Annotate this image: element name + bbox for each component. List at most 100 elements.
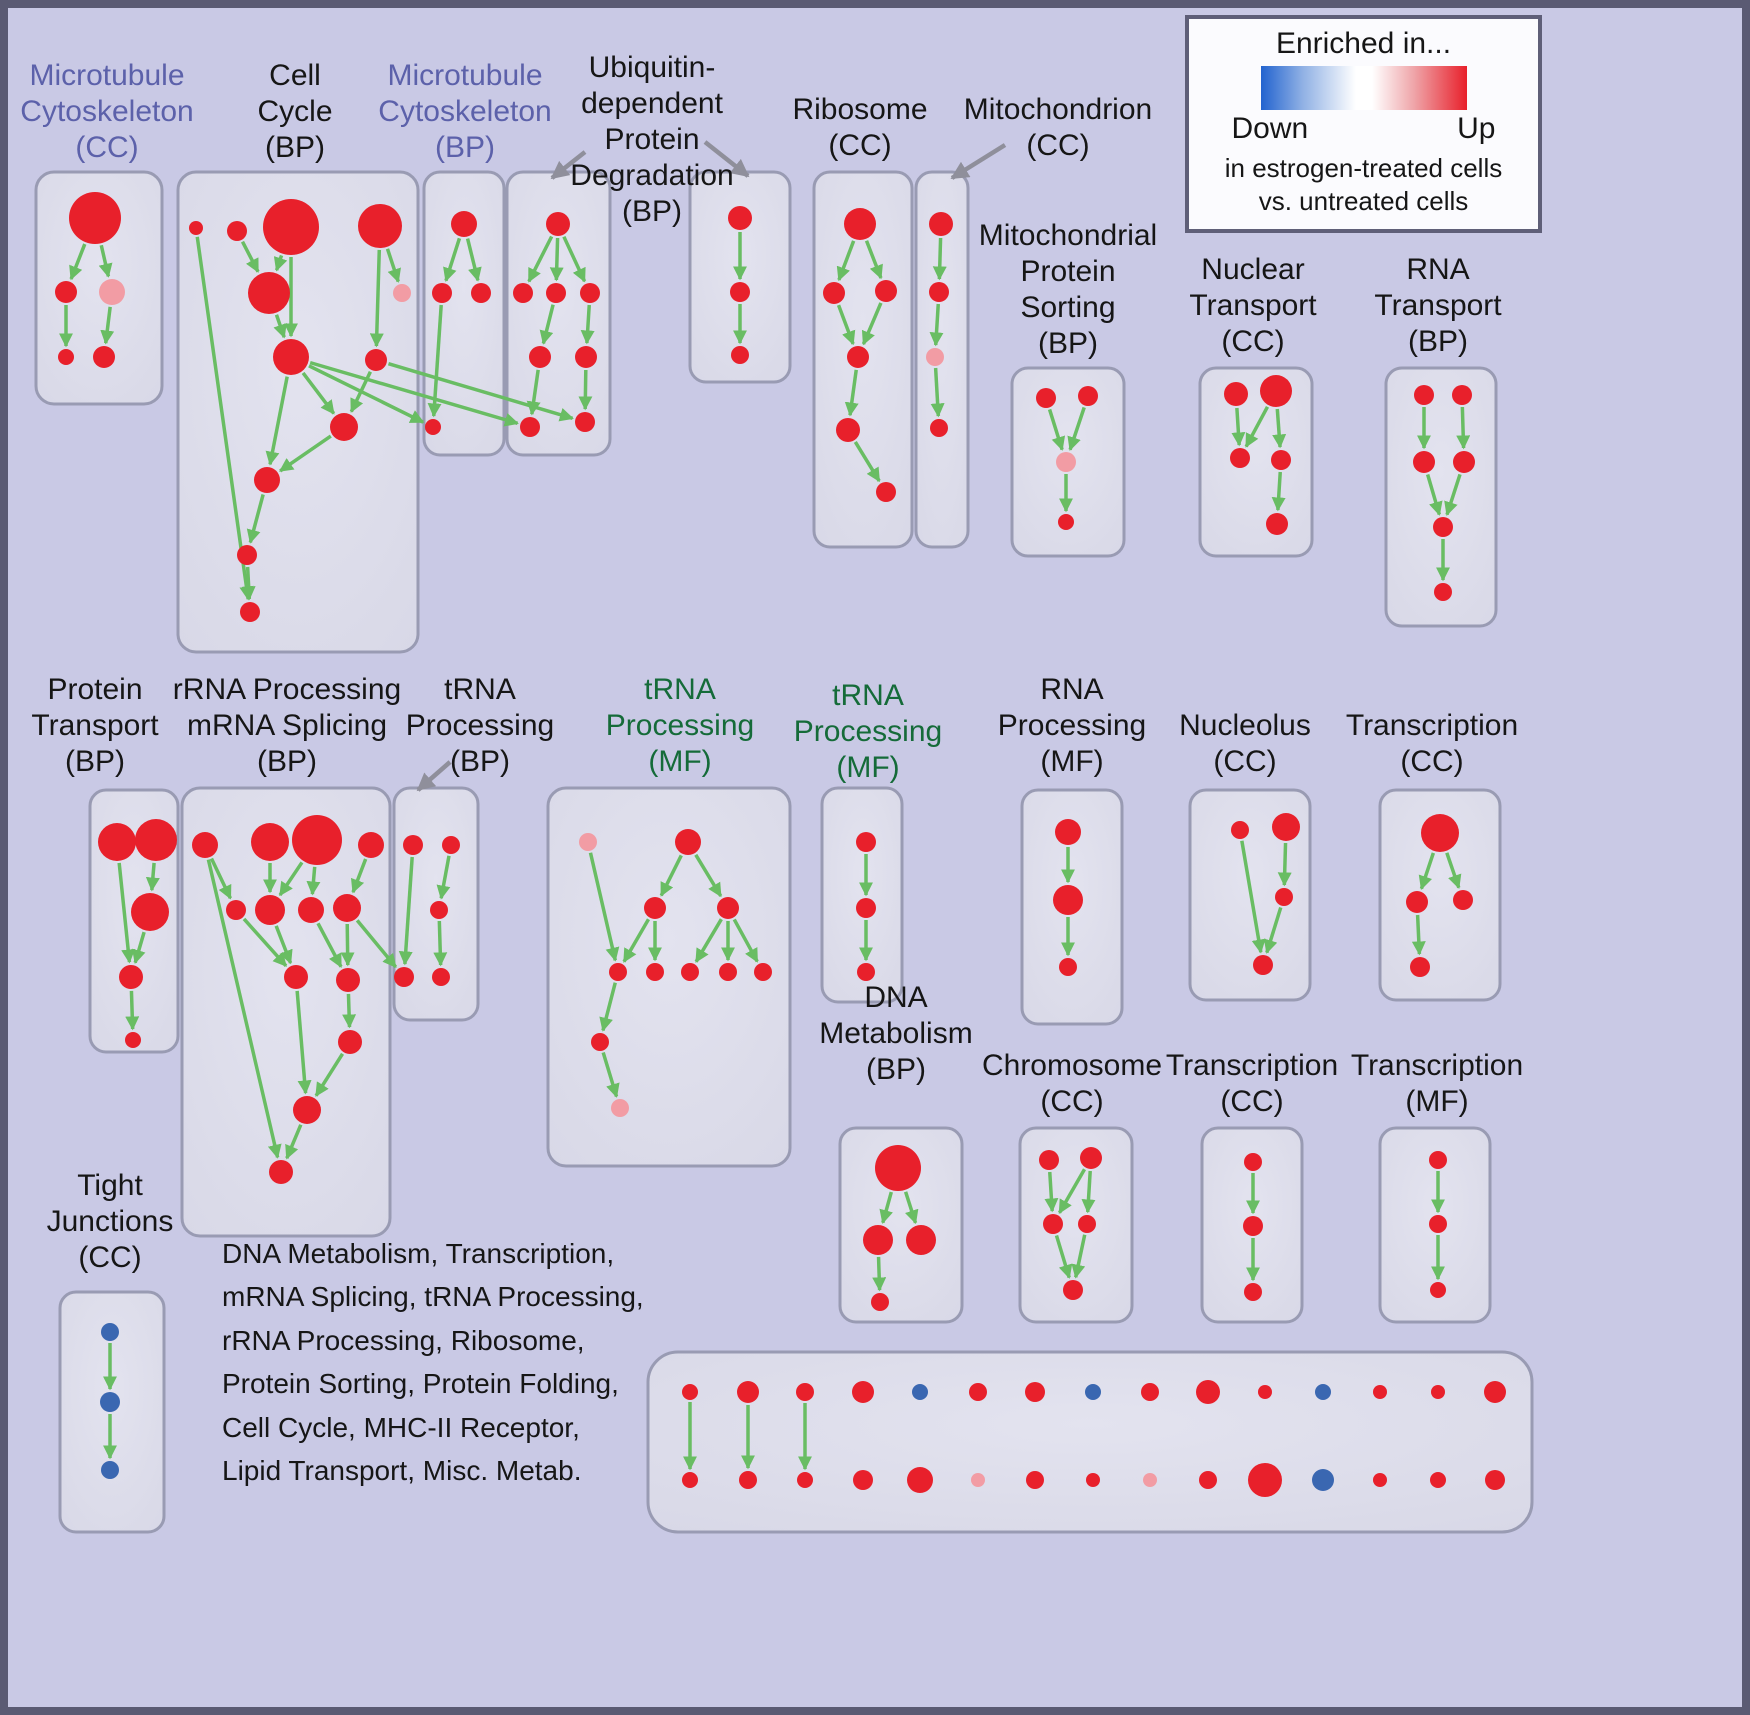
edges-layer (59, 232, 1471, 1471)
go-node-red (192, 832, 218, 858)
nodes-layer (55, 192, 1506, 1497)
edge-arrow (443, 237, 462, 282)
go-node-red (1271, 450, 1291, 470)
edge-arrow (1067, 406, 1086, 451)
go-node-red (1078, 386, 1098, 406)
cluster-box-rna-transport-bp (1384, 366, 1498, 628)
edge-arrow (273, 254, 288, 272)
go-node-red (644, 897, 666, 919)
go-node-red (273, 339, 309, 375)
go-node-red (1373, 1473, 1387, 1487)
edge-arrow (355, 919, 398, 969)
edge-arrow (853, 441, 881, 483)
edge-arrow (580, 304, 595, 345)
cluster-box-mixed-terms-strip (646, 1350, 1534, 1534)
go-node-red (1059, 958, 1077, 976)
go-node-red (1080, 1147, 1102, 1169)
go-node-red (365, 349, 387, 371)
go-node-red (529, 346, 551, 368)
go-node-red (906, 1225, 936, 1255)
edge-arrow (864, 240, 883, 280)
go-node-red (856, 898, 876, 918)
edge-arrow (385, 248, 401, 283)
go-node-red (1058, 514, 1074, 530)
go-node-red (609, 963, 627, 981)
go-node-red (338, 1030, 362, 1054)
edge-arrow (930, 367, 945, 418)
go-node-red (58, 349, 74, 365)
legend-scale-labels: Down Up (1232, 112, 1496, 146)
legend-title: Enriched in... (1275, 27, 1452, 60)
go-node-red (863, 1225, 893, 1255)
go-node-red (719, 963, 737, 981)
go-node-red (1429, 1215, 1447, 1233)
go-node-red (754, 963, 772, 981)
edge-arrow (1277, 842, 1292, 887)
go-node-red (852, 1381, 874, 1403)
edge-arrow (117, 862, 136, 964)
go-node-red (1026, 1471, 1044, 1489)
cluster-box-chromosome-cc (1018, 1126, 1134, 1324)
edge-arrow (279, 434, 332, 473)
edge-arrow (1271, 471, 1286, 512)
go-node-red (1196, 1380, 1220, 1404)
go-node-red (1452, 385, 1472, 405)
edge-arrow (929, 303, 944, 347)
go-node-red (646, 963, 664, 981)
edge-arrow (1244, 406, 1270, 448)
go-node-red (227, 221, 247, 241)
edge-arrow (1240, 840, 1266, 954)
go-node-red (930, 419, 948, 437)
go-node-blue (101, 1323, 119, 1341)
edge-arrow (659, 854, 683, 897)
edge-arrow (1054, 1234, 1073, 1279)
edge-arrow (562, 235, 587, 283)
go-node-red (929, 212, 953, 236)
go-node-red (1258, 1385, 1272, 1399)
go-node-red (1086, 1473, 1100, 1487)
edge-arrow (1231, 407, 1246, 447)
go-node-red (575, 412, 595, 432)
annotation-arrow (950, 143, 1007, 180)
go-node-red (1224, 382, 1248, 406)
cluster-box-tight-junctions-cc (58, 1290, 166, 1534)
edge-arrow (622, 918, 651, 963)
go-node-red (1231, 821, 1249, 839)
go-node-red (55, 281, 77, 303)
legend-subtitle-line1: in estrogen-treated cells (1224, 153, 1503, 183)
go-node-red (189, 221, 203, 235)
edge-arrow (1418, 852, 1436, 891)
go-node-red (871, 1293, 889, 1311)
go-node-red (1025, 1382, 1045, 1402)
legend-subtitle-line2: vs. untreated cells (1258, 186, 1469, 217)
go-node-red (847, 346, 869, 368)
cluster-box-transcription-cc (1378, 788, 1502, 1002)
go-node-red (432, 968, 450, 986)
go-node-red (333, 894, 361, 922)
edge-arrow (1445, 852, 1462, 890)
edge-arrow (274, 925, 293, 965)
go-node-red (546, 283, 566, 303)
edge-arrow (861, 302, 883, 346)
go-node-blue (1315, 1384, 1331, 1400)
go-node-red (1373, 1385, 1387, 1399)
go-node-pink (1056, 452, 1076, 472)
go-node-red (969, 1383, 987, 1401)
go-node-red (1260, 375, 1292, 407)
go-node-red (119, 965, 143, 989)
go-node-red (298, 897, 324, 923)
go-node-red (1036, 388, 1056, 408)
edge-arrow (132, 931, 146, 964)
go-node-red (1484, 1381, 1506, 1403)
go-node-red (796, 1383, 814, 1401)
edge-arrow (694, 853, 723, 898)
go-node-red (330, 413, 358, 441)
annotation-arrows-layer (416, 140, 1007, 792)
go-node-red (1431, 1385, 1445, 1399)
go-node-red (876, 482, 896, 502)
edge-arrow (1411, 914, 1426, 956)
legend-up-label: Up (1457, 112, 1496, 145)
edge-arrow (1272, 408, 1287, 449)
edge-arrow (145, 862, 160, 892)
